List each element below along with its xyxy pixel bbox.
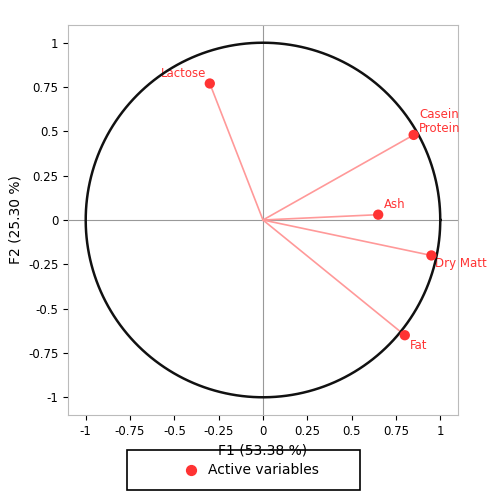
Point [375,210,382,218]
Point [410,131,417,139]
Point [206,80,214,88]
Y-axis label: F2 (25.30 %): F2 (25.30 %) [8,176,22,264]
Text: Ash: Ash [384,198,405,211]
Text: Lactose: Lactose [161,67,206,80]
X-axis label: F1 (53.38 %): F1 (53.38 %) [218,444,308,458]
Text: Active variables: Active variables [208,463,319,477]
Point [401,331,409,339]
Point [187,466,195,474]
Point [428,252,435,260]
Bar [127,450,360,490]
Text: Casein
Protein: Casein Protein [419,108,461,135]
Text: Dry Matter: Dry Matter [435,257,487,270]
Text: Fat: Fat [410,339,428,352]
